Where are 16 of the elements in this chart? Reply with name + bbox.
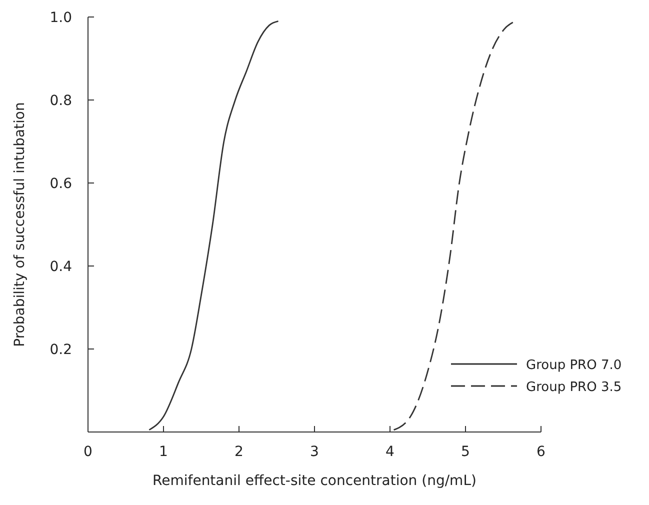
y-tick-label: 0.6 <box>50 176 72 192</box>
x-tick-label: 3 <box>310 444 319 460</box>
x-tick-label: 5 <box>461 444 470 460</box>
y-axis-title: Probability of successful intubation <box>12 102 28 347</box>
y-tick-label: 0.8 <box>50 93 72 109</box>
text: Group PRO 3.5 <box>526 380 622 395</box>
text: Group PRO 7.0 <box>526 358 622 373</box>
y-tick-label: 0.2 <box>50 342 72 358</box>
x-tick-label: 4 <box>386 444 395 460</box>
y-tick-label: 1.0 <box>50 10 72 26</box>
x-axis-title: Remifentanil effect-site concentration (ng/mL) <box>152 473 476 489</box>
x-tick-label: 0 <box>84 444 92 460</box>
x-tick-label: 2 <box>234 444 244 460</box>
x-tick-label: 1 <box>159 444 168 460</box>
y-tick-label: 0.4 <box>50 259 72 275</box>
x-tick-label: 6 <box>536 444 546 460</box>
